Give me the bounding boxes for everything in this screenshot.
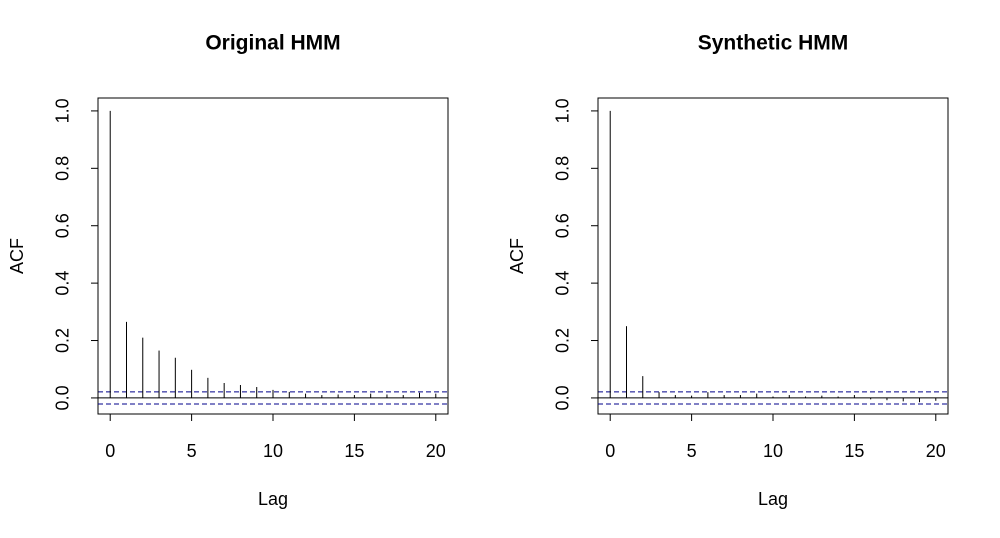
chart-title: Synthetic HMM: [698, 32, 849, 55]
plot-frame: [97, 97, 449, 415]
x-tick-label: 20: [426, 441, 446, 461]
x-tick-label: 15: [844, 441, 864, 461]
y-tick-label: 0.4: [553, 271, 573, 296]
y-tick-label: 0.4: [53, 271, 73, 296]
chart-title: Original HMM: [205, 32, 340, 55]
x-axis-label: Lag: [758, 489, 788, 509]
y-tick-label: 0.6: [553, 213, 573, 238]
y-axis-label: ACF: [507, 238, 527, 274]
x-tick-label: 5: [687, 441, 697, 461]
x-tick-label: 0: [105, 441, 115, 461]
x-tick-label: 0: [605, 441, 615, 461]
y-tick-label: 0.0: [53, 385, 73, 410]
y-tick-label: 0.0: [553, 385, 573, 410]
y-tick-label: 0.2: [553, 328, 573, 353]
y-tick-label: 0.8: [53, 156, 73, 181]
y-tick-label: 0.6: [53, 213, 73, 238]
y-axis-label: ACF: [7, 238, 27, 274]
x-tick-label: 15: [344, 441, 364, 461]
x-axis-label: Lag: [258, 489, 288, 509]
y-tick-label: 0.8: [553, 156, 573, 181]
x-tick-label: 20: [926, 441, 946, 461]
x-tick-label: 10: [763, 441, 783, 461]
y-tick-label: 1.0: [553, 98, 573, 123]
y-tick-label: 0.2: [53, 328, 73, 353]
y-tick-label: 1.0: [53, 98, 73, 123]
plot-frame: [597, 97, 949, 415]
x-tick-label: 10: [263, 441, 283, 461]
x-tick-label: 5: [187, 441, 197, 461]
